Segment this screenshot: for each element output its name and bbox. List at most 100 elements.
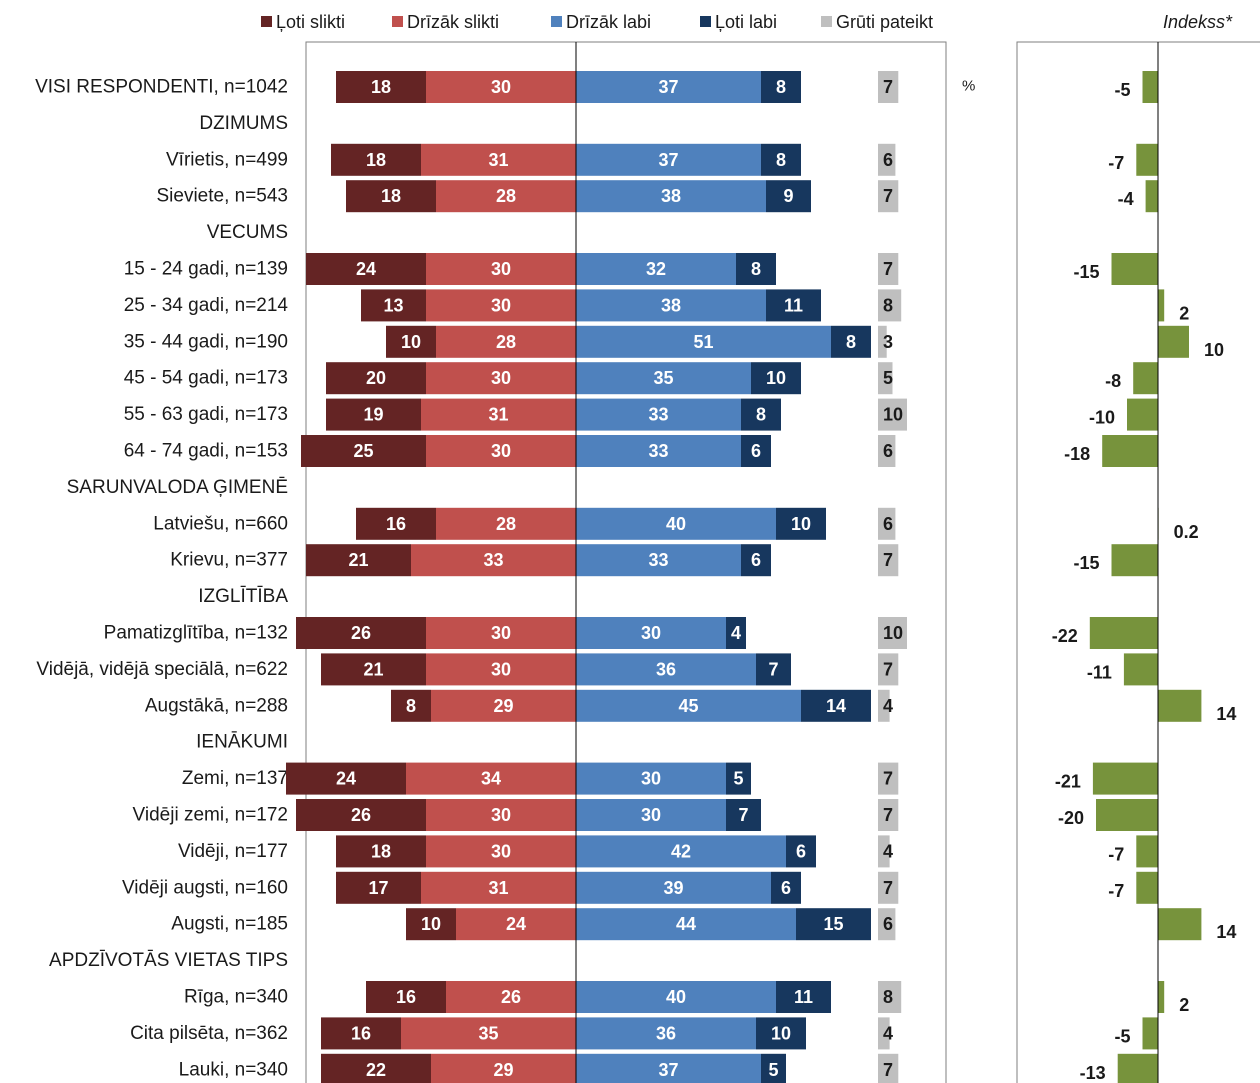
bar-value-label: 30 [491, 805, 511, 825]
bar-hard-to-say [878, 653, 899, 686]
index-value-label: -10 [1089, 408, 1115, 428]
bar-hard-to-say [878, 289, 902, 322]
unit-label: % [962, 78, 975, 95]
bar-value-label: 44 [676, 914, 696, 934]
bar-value-label: 6 [751, 441, 761, 461]
bar-rather-good [576, 143, 761, 176]
bar-value-label: 30 [491, 77, 511, 97]
bar-rather-bad [446, 981, 576, 1013]
bar-rather-bad [436, 507, 576, 540]
row-label: Pamatizglītība, n=132 [104, 623, 288, 644]
bar-rather-bad [456, 908, 576, 941]
bar-hard-to-say [878, 871, 899, 904]
bar-rather-bad [421, 143, 576, 176]
bar-value-label: 11 [784, 295, 803, 315]
bar-very-good [726, 799, 761, 831]
bar-rather-good [576, 507, 776, 540]
bar-value-label: 42 [671, 841, 691, 861]
bar-value-label: 18 [371, 841, 391, 861]
bar-value-label: 15 [823, 914, 843, 934]
bar-hard-to-say [878, 1053, 899, 1083]
bar-value-label: 33 [648, 550, 668, 570]
bar-value-label: 36 [656, 1023, 676, 1043]
bar-hard-to-say [878, 981, 902, 1013]
bar-very-good [766, 180, 811, 213]
bar-rather-good [576, 435, 741, 467]
bar-value-label: 10 [791, 514, 811, 534]
bar-value-label: 8 [406, 696, 416, 716]
bar-value-label: 7 [883, 259, 893, 279]
index-value-label: -7 [1108, 153, 1124, 173]
bar-value-label: 31 [488, 878, 508, 898]
row-label: Vidēji zemi, n=172 [133, 805, 288, 826]
bar-hard-to-say [878, 71, 899, 103]
bar-rather-bad [426, 435, 576, 467]
index-value-label: -13 [1080, 1063, 1106, 1083]
bar-very-good [761, 1053, 786, 1083]
bar-hard-to-say [878, 689, 890, 722]
group-header: IZGLĪTĪBA [198, 586, 288, 607]
bar-value-label: 6 [883, 441, 893, 461]
bar-value-label: 10 [401, 332, 421, 352]
index-value-label: -20 [1058, 808, 1084, 828]
bar-rather-good [576, 289, 766, 322]
bar-value-label: 8 [751, 259, 761, 279]
bar-value-label: 30 [491, 368, 511, 388]
index-value-label: -15 [1073, 262, 1099, 282]
group-header: SARUNVALODA ĢIMENĒ [67, 477, 288, 498]
index-bar [1111, 544, 1158, 577]
index-bar [1158, 981, 1165, 1013]
bar-value-label: 18 [381, 186, 401, 206]
index-bar [1142, 71, 1158, 103]
legend-label: Grūti pateikt [836, 12, 933, 32]
bar-rather-bad [411, 544, 576, 577]
bar-rather-good [576, 908, 796, 941]
bar-value-label: 16 [396, 987, 416, 1007]
bar-rather-bad [421, 398, 576, 431]
bar-rather-bad [426, 71, 576, 103]
group-header: VECUMS [207, 222, 288, 243]
bar-very-bad [296, 799, 426, 831]
bar-very-bad [361, 289, 426, 322]
bar-rather-good [576, 398, 741, 431]
index-bar [1102, 435, 1158, 467]
index-value-label: -22 [1052, 626, 1078, 646]
index-title: Indekss* [1163, 12, 1233, 32]
bar-very-bad [321, 653, 426, 686]
bar-rather-bad [426, 617, 576, 649]
legend-label: Drīzāk slikti [407, 12, 499, 32]
bar-value-label: 19 [363, 405, 383, 425]
bar-hard-to-say [878, 835, 890, 868]
row-label: Cita pilsēta, n=362 [130, 1023, 288, 1044]
bar-value-label: 51 [693, 332, 713, 352]
bar-very-bad [336, 71, 426, 103]
bar-very-good [741, 544, 771, 577]
group-header: IENĀKUMI [196, 732, 288, 753]
bar-value-label: 22 [366, 1060, 386, 1080]
bar-value-label: 30 [491, 623, 511, 643]
bar-value-label: 13 [383, 295, 403, 315]
bar-value-label: 14 [826, 696, 846, 716]
bar-value-label: 30 [491, 259, 511, 279]
bar-value-label: 3 [883, 332, 893, 352]
index-bar [1136, 143, 1158, 176]
legend-label: Ļoti labi [715, 12, 777, 32]
bar-value-label: 28 [496, 186, 516, 206]
index-value-label: -11 [1087, 662, 1112, 682]
bar-hard-to-say [878, 398, 907, 431]
row-label: Augstākā, n=288 [145, 695, 288, 716]
bar-very-bad [386, 325, 436, 358]
bar-hard-to-say [878, 180, 899, 213]
index-value-label: -8 [1105, 371, 1121, 391]
index-value-label: 2 [1179, 303, 1189, 323]
bar-value-label: 7 [768, 659, 778, 679]
row-label: 64 - 74 gadi, n=153 [124, 441, 288, 462]
bar-value-label: 7 [883, 878, 893, 898]
row-label: Rīga, n=340 [184, 987, 288, 1008]
bar-value-label: 7 [883, 550, 893, 570]
bar-hard-to-say [878, 362, 893, 395]
bar-very-good [751, 362, 801, 395]
index-bar [1127, 398, 1158, 431]
bar-value-label: 38 [661, 295, 681, 315]
bar-hard-to-say [878, 143, 896, 176]
